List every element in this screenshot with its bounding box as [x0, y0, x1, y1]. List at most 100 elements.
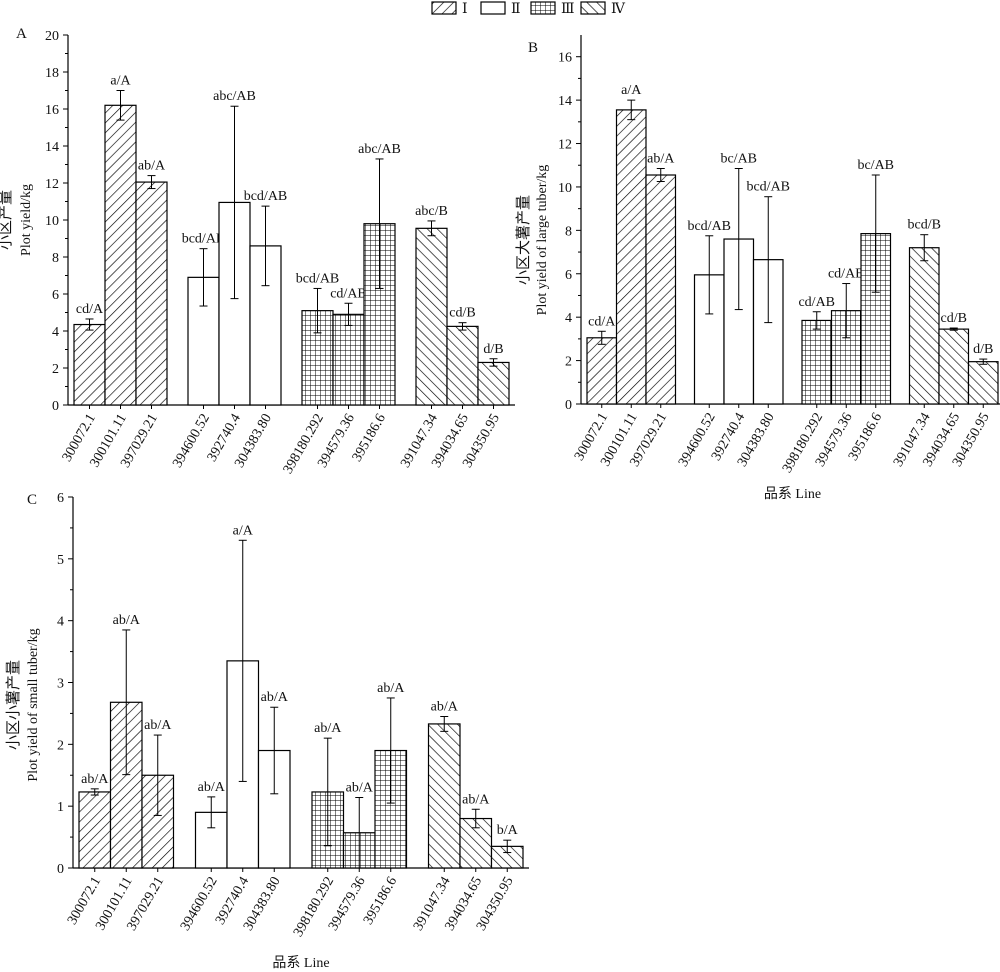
legend: Ⅰ Ⅱ Ⅲ Ⅳ [431, 1, 626, 17]
bar-300072.1 [78, 791, 112, 869]
x-tick-label: 394600.52 [178, 875, 221, 934]
y-tick-label: 10 [558, 181, 572, 196]
legend-label-2: Ⅱ [511, 2, 521, 17]
significance-label: ab/A [346, 781, 374, 796]
bar-304350.95 [967, 361, 999, 405]
y-tick-label: 14 [45, 140, 59, 155]
legend-label-4: Ⅳ [611, 2, 626, 17]
bar-391047.34 [427, 723, 461, 869]
y-tick-label: 6 [52, 288, 59, 303]
x-axis-label: 品系 Line [272, 955, 329, 971]
significance-label: cd/AB [828, 267, 865, 282]
significance-label: ab/A [377, 681, 405, 696]
y-axis-label-cn: 小区产量 [0, 190, 14, 250]
significance-label: bc/AB [857, 158, 894, 173]
y-axis-label-en: Plot yield of small tuber/kg [26, 628, 41, 781]
significance-label: ab/A [462, 792, 490, 807]
panel-a: 02468101214161820cd/A300072.1a/A300101.1… [0, 26, 515, 477]
significance-label: ab/A [198, 780, 226, 795]
legend-item-4: Ⅳ [580, 1, 626, 17]
y-tick-label: 12 [558, 138, 572, 153]
bar-304350.95 [477, 361, 510, 406]
y-tick-label: 12 [45, 177, 59, 192]
y-axis-label-en: Plot yield/kg [19, 184, 34, 256]
significance-label: cd/A [76, 302, 104, 317]
significance-label: ab/A [431, 700, 459, 715]
y-axis-label-cn: 小区大薯产量 [515, 195, 532, 285]
legend-item-1: Ⅰ [431, 1, 468, 17]
significance-label: d/B [483, 342, 503, 357]
significance-label: bc/AB [720, 151, 757, 166]
y-tick-label: 8 [52, 251, 59, 266]
y-tick-label: 1 [57, 800, 64, 815]
significance-label: ab/A [261, 690, 289, 705]
bar-391047.34 [908, 247, 940, 405]
bar-398180.292 [801, 319, 833, 405]
y-tick-label: 4 [565, 311, 572, 326]
legend-swatch-2 [480, 1, 506, 15]
legend-item-2: Ⅱ [480, 1, 521, 17]
y-axis-label-cn: 小区小薯产量 [5, 660, 22, 750]
bar-300101.11 [615, 109, 647, 405]
y-tick-label: 2 [565, 355, 572, 370]
significance-label: d/B [973, 342, 993, 357]
y-tick-label: 6 [57, 491, 64, 506]
bar-394034.65 [938, 328, 970, 405]
y-tick-label: 3 [57, 677, 64, 692]
bar-300072.1 [73, 323, 106, 406]
y-tick-label: 14 [558, 94, 572, 109]
legend-swatch-3 [530, 1, 556, 15]
y-tick-label: 20 [45, 29, 59, 44]
x-tick-label: 394600.52 [676, 411, 719, 470]
x-tick-label: 394600.52 [170, 412, 213, 471]
y-tick-label: 5 [57, 553, 64, 568]
y-tick-label: 18 [45, 66, 59, 81]
significance-label: cd/AB [798, 295, 835, 310]
significance-label: bcd/AB [244, 189, 288, 204]
legend-item-3: Ⅲ [530, 1, 575, 17]
significance-label: cd/B [449, 306, 475, 321]
significance-label: ab/A [144, 718, 172, 733]
significance-label: bcd/B [908, 218, 941, 233]
significance-label: ab/A [314, 721, 342, 736]
significance-label: bcd/AB [296, 271, 340, 286]
panel-label: B [528, 40, 538, 56]
y-tick-label: 6 [565, 268, 572, 283]
significance-label: ab/A [113, 613, 141, 628]
panel-label: A [16, 26, 27, 42]
y-tick-label: 16 [558, 51, 572, 66]
y-tick-label: 8 [565, 224, 572, 239]
significance-label: abc/B [415, 204, 448, 219]
panel-label: C [27, 492, 37, 508]
y-tick-label: 4 [52, 325, 59, 340]
bar-397029.21 [645, 174, 677, 405]
legend-swatch-4 [580, 1, 606, 15]
significance-label: abc/AB [213, 89, 256, 104]
bar-397029.21 [135, 181, 168, 406]
bar-394579.36 [332, 313, 365, 406]
y-tick-label: 0 [57, 862, 64, 877]
y-tick-label: 16 [45, 103, 59, 118]
significance-label: ab/A [81, 772, 109, 787]
significance-label: ab/A [138, 159, 166, 174]
significance-label: a/A [621, 83, 642, 98]
bar-391047.34 [415, 227, 448, 406]
significance-label: bcd/AB [182, 232, 226, 247]
significance-label: ab/A [647, 151, 675, 166]
x-axis-label: 品系 Line [764, 486, 821, 502]
legend-label-1: Ⅰ [462, 2, 468, 17]
significance-label: cd/AB [330, 286, 367, 301]
bar-300072.1 [586, 337, 618, 405]
y-tick-label: 0 [52, 399, 59, 414]
significance-label: abc/AB [358, 142, 401, 157]
significance-label: bcd/AB [687, 219, 731, 234]
y-tick-label: 2 [52, 362, 59, 377]
legend-swatch-1 [431, 1, 457, 15]
y-tick-label: 0 [565, 398, 572, 413]
y-tick-label: 2 [57, 738, 64, 753]
significance-label: a/A [110, 74, 131, 89]
significance-label: a/A [233, 523, 254, 538]
y-tick-label: 4 [57, 615, 64, 630]
significance-label: cd/A [588, 314, 616, 329]
